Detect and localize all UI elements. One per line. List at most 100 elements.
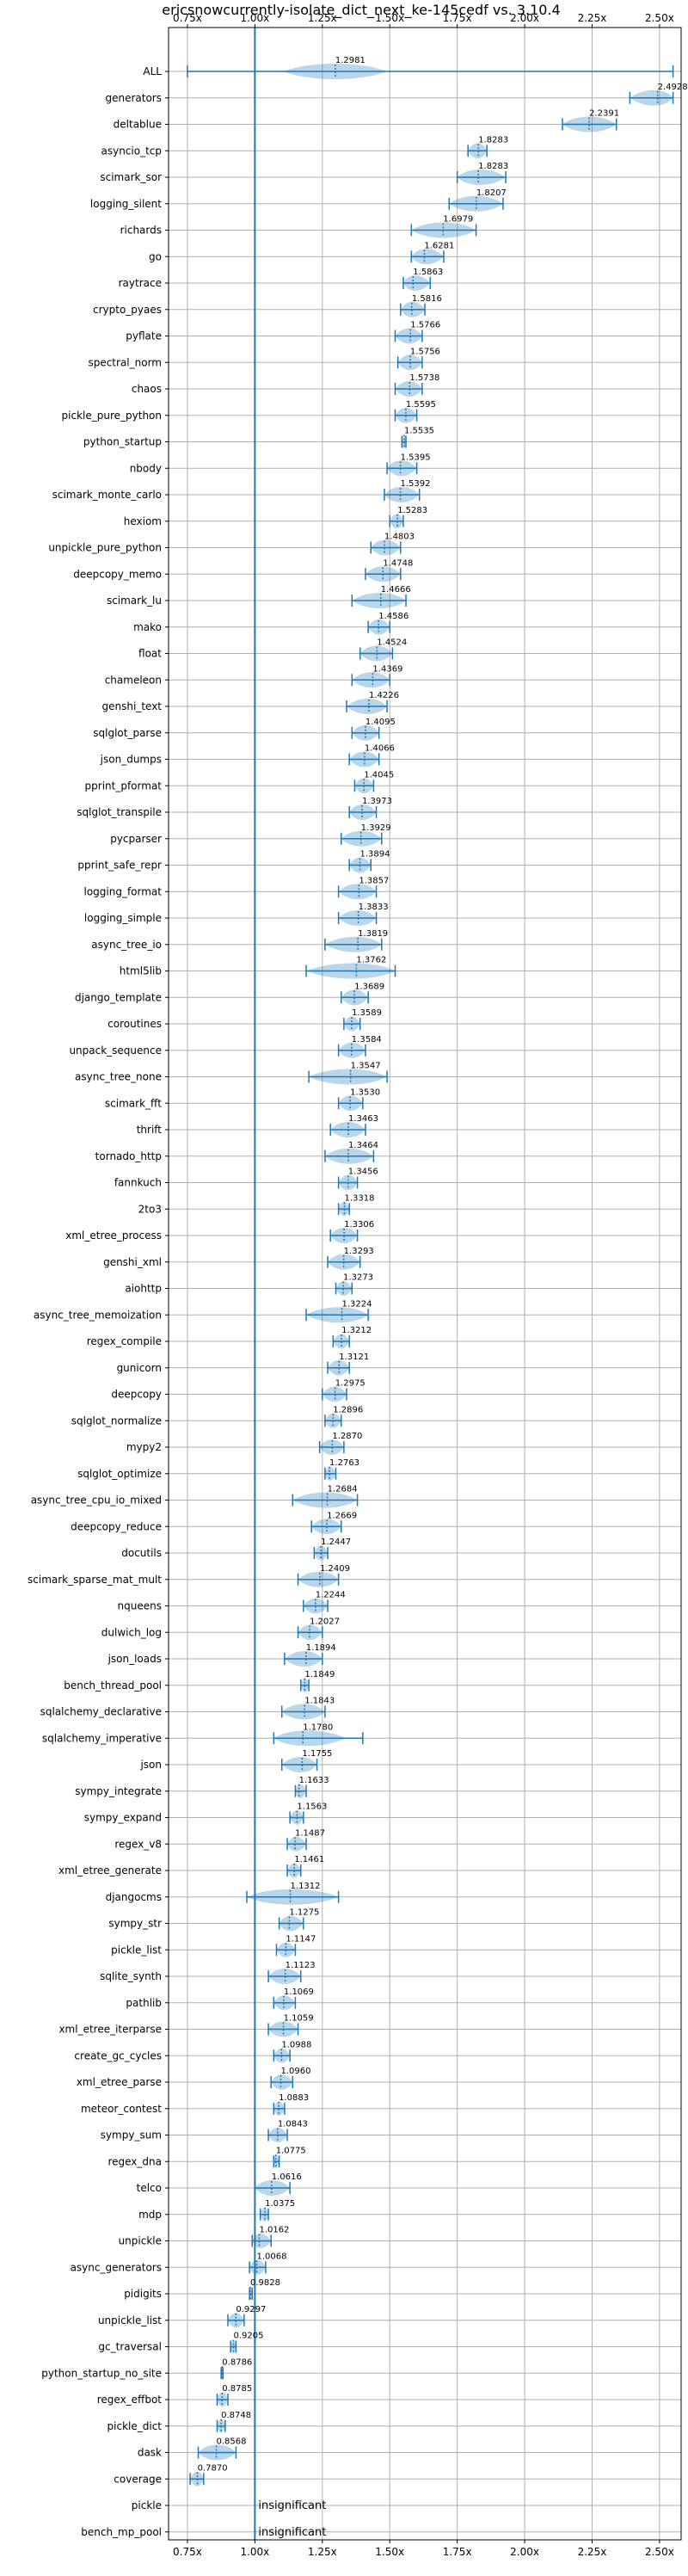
value-label: 1.6281 xyxy=(424,241,454,250)
row-label: gunicorn xyxy=(117,1362,162,1374)
value-label: 1.0843 xyxy=(278,2120,308,2129)
x-tick-label-bottom: 0.75x xyxy=(173,2546,202,2558)
x-tick-label-bottom: 1.25x xyxy=(308,2546,337,2558)
value-label: 1.4586 xyxy=(378,612,408,621)
row-label: telco xyxy=(137,2182,162,2194)
value-label: 0.8748 xyxy=(221,2411,251,2420)
row-label: async_tree_none xyxy=(75,1071,162,1083)
value-label: 1.0988 xyxy=(281,2040,311,2049)
row-label: nqueens xyxy=(118,1600,162,1612)
row-label: asyncio_tcp xyxy=(101,145,162,157)
row-label: scimark_sor xyxy=(100,171,162,183)
row-label: logging_format xyxy=(83,885,162,897)
row-label: sympy_str xyxy=(108,1918,162,1930)
row-label: mako xyxy=(133,621,162,633)
value-label: 1.8207 xyxy=(476,188,507,198)
row-label: pidigits xyxy=(124,2288,162,2300)
row-label: deltablue xyxy=(114,119,162,131)
row-label: generators xyxy=(105,92,162,104)
value-label: 1.2981 xyxy=(335,56,366,65)
row-label: dask xyxy=(138,2447,162,2459)
row-label: float xyxy=(138,648,162,660)
value-label: 0.9828 xyxy=(250,2278,280,2288)
value-label: 1.0960 xyxy=(280,2067,310,2076)
value-label: 1.2684 xyxy=(328,1485,358,1494)
row-label: regex_compile xyxy=(87,1335,162,1347)
row-label: mdp xyxy=(138,2209,162,2221)
value-label: 1.2975 xyxy=(335,1379,366,1389)
value-label: 1.4066 xyxy=(365,744,395,754)
row-label: richards xyxy=(120,225,162,237)
marks-layer xyxy=(187,64,674,2487)
row-label: logging_silent xyxy=(90,198,162,210)
row-label: xml_etree_parse xyxy=(77,2076,162,2088)
value-label: 1.3689 xyxy=(354,982,384,991)
value-label: 0.8785 xyxy=(222,2384,252,2394)
value-label: 1.1487 xyxy=(295,1828,325,1838)
value-label: 1.3929 xyxy=(361,823,391,833)
row-label: crypto_pyaes xyxy=(93,304,162,316)
row-label: coverage xyxy=(114,2473,162,2485)
value-label: 0.9205 xyxy=(233,2332,263,2341)
row-label: deepcopy_reduce xyxy=(71,1520,162,1532)
row-label: sqlalchemy_imperative xyxy=(42,1732,162,1744)
value-label: 1.5535 xyxy=(404,427,434,436)
value-label: 1.1461 xyxy=(294,1855,324,1864)
value-label: 1.5816 xyxy=(412,294,442,304)
row-label: pathlib xyxy=(126,1997,162,2009)
value-label: 1.1849 xyxy=(304,1670,335,1679)
x-tick-label-top: 1.00x xyxy=(240,12,269,24)
row-label: sqlglot_optimize xyxy=(77,1468,162,1480)
value-label: 1.4369 xyxy=(372,664,402,674)
value-label: 1.1755 xyxy=(302,1749,332,1759)
row-label: tornado_http xyxy=(95,1150,162,1162)
value-label: 1.6979 xyxy=(443,215,473,225)
row-label: coroutines xyxy=(108,1018,162,1030)
value-label: 1.5766 xyxy=(410,321,440,330)
value-label: 1.3463 xyxy=(348,1114,378,1124)
row-label: sqlglot_parse xyxy=(93,727,162,739)
value-label: 1.3293 xyxy=(344,1247,374,1256)
insignificant-label: insignificant xyxy=(258,2526,326,2539)
row-label: regex_v8 xyxy=(114,1838,162,1850)
value-label: 1.3762 xyxy=(356,956,386,965)
row-label: html5lib xyxy=(120,965,162,977)
value-label: 0.8786 xyxy=(222,2357,252,2367)
value-label: 1.4095 xyxy=(366,718,396,727)
value-label: 1.3306 xyxy=(344,1220,374,1229)
row-label: json_dumps xyxy=(100,754,162,766)
value-label: 1.3224 xyxy=(342,1299,372,1309)
ticks-layer: 0.75x 0.75x 1.00x 1.00x 1.25x 1.25x 1.50x 1.50x… xyxy=(28,12,674,2558)
value-label: 1.1312 xyxy=(291,1882,321,1891)
row-label: aiohttp xyxy=(125,1283,162,1295)
row-label: json_loads xyxy=(108,1653,162,1665)
row-label: genshi_text xyxy=(102,700,163,712)
row-label: regex_effbot xyxy=(97,2394,163,2406)
value-label: 1.2870 xyxy=(332,1432,362,1441)
value-label: 1.2669 xyxy=(327,1511,357,1520)
row-label: pprint_pformat xyxy=(85,780,163,792)
value-label: 1.1059 xyxy=(284,2014,314,2024)
row-label: mypy2 xyxy=(126,1441,162,1453)
row-label: sympy_expand xyxy=(84,1812,162,1824)
row-label: django_template xyxy=(75,991,162,1003)
row-label: hexiom xyxy=(124,515,162,527)
row-label: create_gc_cycles xyxy=(74,2049,162,2061)
value-label: 1.0375 xyxy=(265,2199,295,2209)
value-label: 1.4045 xyxy=(364,770,394,780)
value-label: 1.0883 xyxy=(279,2093,309,2103)
value-label: 1.2896 xyxy=(333,1405,363,1414)
x-tick-label-top: 1.75x xyxy=(443,12,472,24)
plot-frame xyxy=(168,27,682,2541)
row-label: thrift xyxy=(137,1124,163,1136)
value-label: 1.3273 xyxy=(343,1273,373,1283)
x-tick-label-top: 0.75x xyxy=(173,12,202,24)
row-label: logging_simple xyxy=(84,912,162,924)
value-label: 2.2391 xyxy=(589,109,619,119)
row-label: pyflate xyxy=(126,330,162,342)
value-label: 1.2409 xyxy=(320,1564,350,1574)
row-label: genshi_xml xyxy=(103,1256,162,1268)
row-label: dulwich_log xyxy=(101,1626,162,1638)
row-label: sqlite_synth xyxy=(100,1970,162,1982)
row-label: async_generators xyxy=(71,2261,162,2273)
